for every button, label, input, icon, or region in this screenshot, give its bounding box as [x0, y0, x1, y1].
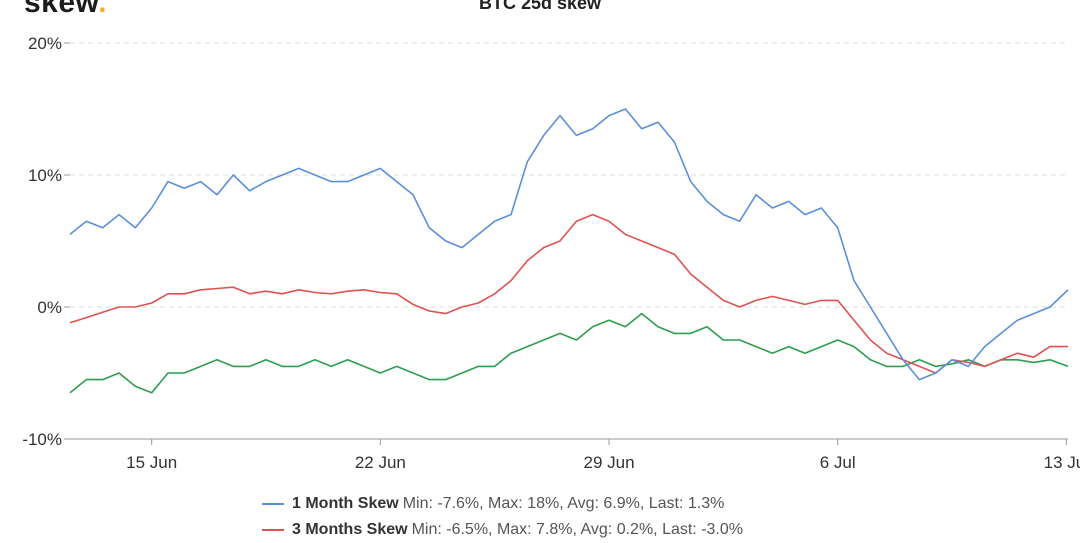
y-tick-label: 10% [28, 166, 62, 185]
series-line-2 [69, 213, 1068, 374]
x-axis-ticks: 15 Jun 22 Jun 29 Jun 6 Jul 13 Jul [126, 453, 1080, 472]
legend-item-1[interactable]: 1 Month Skew Min: -7.6%, Max: 18%, Avg: … [262, 491, 743, 517]
legend-series-stats: Min: -7.6%, Max: 18%, Avg: 6.9%, Last: 1… [402, 495, 725, 512]
legend-series-name: 1 Month Skew [292, 495, 399, 512]
legend-series-stats: Min: -6.5%, Max: 7.8%, Avg: 0.2%, Last: … [411, 521, 743, 538]
y-axis-ticks: -10% 0% 10% 20% [22, 34, 62, 449]
axes [64, 42, 1068, 445]
chart-title: BTC 25d skew [478, 0, 602, 13]
y-tick-label: 0% [37, 298, 62, 317]
skew-logo: skew. [24, 0, 107, 20]
logo-text: skew [24, 0, 99, 19]
y-tick-label: -10% [22, 430, 62, 449]
series-line-3 [69, 312, 1069, 394]
series-line-1 [69, 108, 1069, 381]
logo-dot: . [98, 0, 108, 19]
legend-item-2[interactable]: 3 Months Skew Min: -6.5%, Max: 7.8%, Avg… [262, 517, 743, 543]
legend-swatch-2 [262, 529, 284, 531]
x-tick-label: 29 Jun [583, 453, 634, 472]
x-tick-label: 22 Jun [355, 453, 406, 472]
x-tick-label: 15 Jun [126, 453, 177, 472]
y-tick-label: 20% [28, 34, 62, 53]
legend-series-name: 3 Months Skew [292, 521, 408, 538]
x-tick-label: 13 Jul [1044, 453, 1080, 472]
legend-swatch-1 [262, 503, 284, 505]
series-lines [69, 108, 1069, 394]
grid-lines [70, 42, 1068, 308]
x-tick-label: 6 Jul [820, 453, 856, 472]
legend: 1 Month Skew Min: -7.6%, Max: 18%, Avg: … [262, 491, 743, 543]
